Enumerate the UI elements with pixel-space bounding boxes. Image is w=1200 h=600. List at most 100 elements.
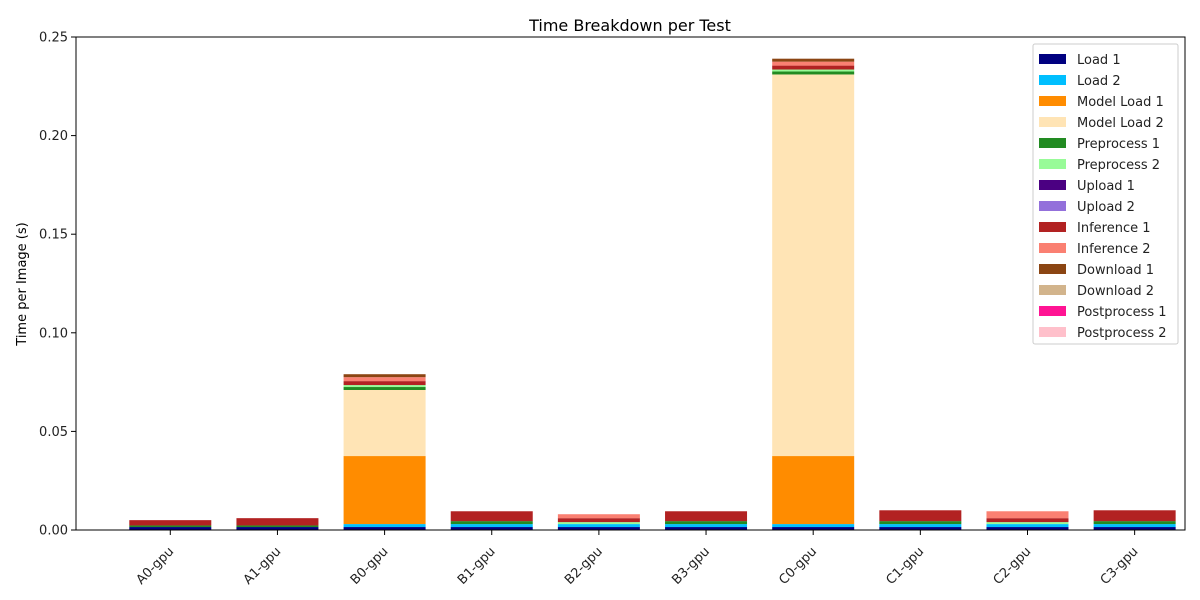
bar-segment-load-2 xyxy=(879,524,962,528)
legend: Load 1 Load 2 Model Load 1 Model Load 2 Prep… xyxy=(1032,43,1179,345)
legend-swatch xyxy=(1039,222,1066,232)
legend-label: Model Load 2 xyxy=(1077,116,1164,131)
bars-group xyxy=(129,58,1176,530)
bar-segment-inference-2 xyxy=(986,511,1069,519)
bar-segment-load-1 xyxy=(986,527,1069,530)
bar-segment-load-1 xyxy=(1093,527,1176,530)
legend-box xyxy=(1032,43,1179,345)
bar-segment-inference-2 xyxy=(557,514,640,519)
legend-swatch xyxy=(1039,243,1066,253)
legend-label: Upload 1 xyxy=(1077,179,1135,194)
bar-segment-download-1 xyxy=(343,374,426,378)
x-tick-label: A1-gpu xyxy=(241,544,285,588)
legend-label: Load 2 xyxy=(1077,74,1121,89)
legend-swatch xyxy=(1039,54,1066,64)
legend-label: Model Load 1 xyxy=(1077,95,1164,110)
bar-segment-load-1 xyxy=(879,527,962,530)
bar-segment-preprocess-2 xyxy=(343,385,426,388)
legend-label: Postprocess 1 xyxy=(1077,305,1167,320)
x-tick-label: B1-gpu xyxy=(455,544,499,588)
legend-swatch xyxy=(1039,159,1066,169)
y-axis: 0.00 0.05 0.10 0.15 0.20 0.25 xyxy=(39,31,76,539)
bar-segment-model-load-1 xyxy=(772,456,855,525)
bar-segment-preprocess-1 xyxy=(450,521,533,525)
bar-segment-inference-1 xyxy=(236,518,319,526)
x-tick-label: C1-gpu xyxy=(883,544,927,588)
x-tick-label: A0-gpu xyxy=(134,544,178,588)
y-tick-label: 0.25 xyxy=(39,31,68,46)
bar-segment-preprocess-1 xyxy=(772,71,855,75)
bar-segment-download-1 xyxy=(772,58,855,62)
bar-segment-load-1 xyxy=(236,527,319,530)
bar-segment-preprocess-2 xyxy=(986,522,1069,525)
bar-segment-load-1 xyxy=(450,527,533,530)
x-tick-label: C2-gpu xyxy=(991,544,1035,588)
y-tick-label: 0.20 xyxy=(39,129,68,144)
bar-segment-load-2 xyxy=(986,524,1069,528)
bar-segment-load-2 xyxy=(772,524,855,528)
bar-segment-inference-2 xyxy=(343,377,426,382)
legend-label: Preprocess 1 xyxy=(1077,137,1160,152)
bar-segment-inference-1 xyxy=(665,511,748,522)
bar-segment-preprocess-1 xyxy=(343,387,426,390)
bar-segment-inference-2 xyxy=(772,61,855,66)
legend-label: Inference 2 xyxy=(1077,242,1151,257)
bar-segment-model-load-1 xyxy=(343,456,426,525)
bar-segment-inference-1 xyxy=(772,65,855,70)
bar-segment-inference-1 xyxy=(986,518,1069,523)
x-tick-label: C0-gpu xyxy=(776,544,820,588)
x-tick-label: B0-gpu xyxy=(348,544,392,588)
bar-segment-load-2 xyxy=(343,524,426,528)
x-tick-label: C3-gpu xyxy=(1098,544,1142,588)
bar-segment-load-1 xyxy=(557,527,640,530)
y-tick-label: 0.05 xyxy=(39,425,68,440)
bar-segment-inference-1 xyxy=(129,520,212,526)
legend-label: Upload 2 xyxy=(1077,200,1135,215)
bar-segment-load-1 xyxy=(343,527,426,530)
legend-label: Download 1 xyxy=(1077,263,1154,278)
bar-segment-preprocess-1 xyxy=(1093,521,1176,525)
bar-segment-load-1 xyxy=(772,527,855,530)
bar-segment-preprocess-1 xyxy=(879,521,962,525)
bar-segment-load-1 xyxy=(129,527,212,530)
bar-segment-preprocess-2 xyxy=(772,69,855,72)
chart-title: Time Breakdown per Test xyxy=(528,16,731,35)
bar-segment-preprocess-2 xyxy=(557,522,640,525)
bar-segment-model-load-2 xyxy=(772,74,855,457)
y-tick-label: 0.10 xyxy=(39,326,68,341)
bar-segment-inference-1 xyxy=(343,381,426,386)
bar-segment-inference-1 xyxy=(557,518,640,523)
legend-label: Load 1 xyxy=(1077,53,1121,68)
x-tick-label: B3-gpu xyxy=(669,544,713,588)
legend-label: Download 2 xyxy=(1077,284,1154,299)
x-axis: A0-gpu A1-gpu B0-gpu B1-gpu B2-gpu B3-gpu C0-g… xyxy=(134,530,1142,588)
bar-segment-load-2 xyxy=(450,524,533,528)
bar-segment-load-1 xyxy=(665,527,748,530)
bar-segment-inference-1 xyxy=(1093,510,1176,522)
legend-swatch xyxy=(1039,264,1066,274)
bar-segment-load-2 xyxy=(1093,524,1176,528)
bar-segment-load-2 xyxy=(665,524,748,528)
y-tick-label: 0.15 xyxy=(39,228,68,243)
bar-segment-preprocess-1 xyxy=(665,521,748,525)
legend-swatch xyxy=(1039,75,1066,85)
y-tick-label: 0.00 xyxy=(39,524,68,539)
legend-swatch xyxy=(1039,306,1066,316)
bar-segment-preprocess-1 xyxy=(129,525,212,528)
bar-segment-inference-1 xyxy=(450,511,533,522)
legend-label: Preprocess 2 xyxy=(1077,158,1160,173)
legend-label: Inference 1 xyxy=(1077,221,1151,236)
bar-segment-preprocess-1 xyxy=(236,525,319,528)
legend-swatch xyxy=(1039,180,1066,190)
legend-swatch xyxy=(1039,138,1066,148)
y-axis-label: Time per Image (s) xyxy=(15,222,30,346)
bar-segment-load-2 xyxy=(557,524,640,528)
bar-segment-model-load-2 xyxy=(343,389,426,457)
plot-frame xyxy=(75,36,1186,531)
bar-segment-inference-1 xyxy=(879,510,962,522)
legend-swatch xyxy=(1039,327,1066,337)
legend-swatch xyxy=(1039,201,1066,211)
legend-swatch xyxy=(1039,117,1066,127)
legend-swatch xyxy=(1039,96,1066,106)
